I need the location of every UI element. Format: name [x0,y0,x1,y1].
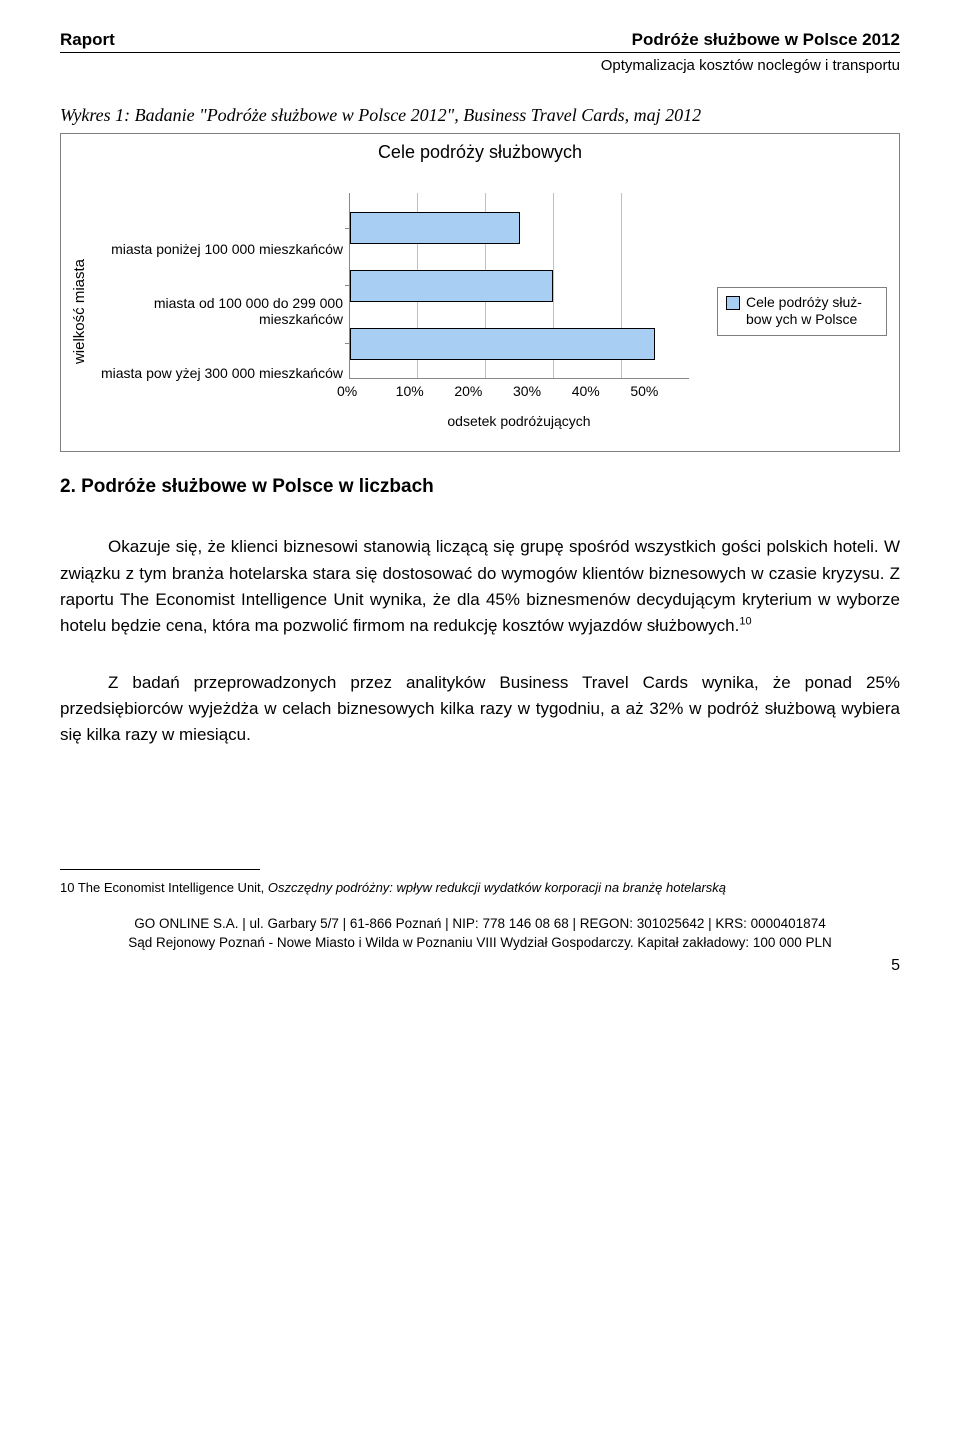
chart-bar [350,328,655,360]
page-number: 5 [60,957,900,975]
chart-x-tick: 10% [396,383,455,399]
chart-bars [350,193,689,378]
footnote-number: 10 [60,880,74,895]
footnote: 10 The Economist Intelligence Unit, Oszc… [60,880,900,895]
footer-line: Sąd Rejonowy Poznań - Nowe Miasto i Wild… [60,934,900,953]
chart-bar-row [350,315,689,373]
chart-container: Cele podróży służbowych wielkość miasta … [60,133,900,452]
chart-bar-row [350,199,689,257]
chart-category-label: miasta poniżej 100 000 mieszkańców [94,218,343,280]
footnote-title: Oszczędny podróżny: wpływ redukcji wydat… [268,880,726,895]
chart-x-tick: 40% [572,383,631,399]
chart-x-axis-label: odsetek podróżujących [349,413,689,429]
header-right: Podróże służbowe w Polsce 2012 [632,30,900,50]
chart-x-tick: 0% [337,383,396,399]
header-subtitle: Optymalizacja kosztów noclegów i transpo… [60,57,900,74]
chart-title: Cele podróży służbowych [71,142,889,163]
page-header: Raport Podróże służbowe w Polsce 2012 [60,30,900,53]
header-left: Raport [60,30,115,50]
chart-plot-area [349,193,689,379]
chart-legend: Cele podróży służ-bow ych w Polsce [717,287,887,336]
chart-bar [350,212,520,244]
body-paragraph: Okazuje się, że klienci biznesowi stanow… [60,534,900,639]
chart-category-labels: miasta poniżej 100 000 mieszkańców miast… [94,218,349,404]
legend-swatch [726,296,740,310]
chart-bar [350,270,553,302]
chart-caption: Wykres 1: Badanie "Podróże służbowe w Po… [60,104,900,127]
chart-category-label: miasta pow yżej 300 000 mieszkańców [94,342,343,404]
page-footer: GO ONLINE S.A. | ul. Garbary 5/7 | 61-86… [60,915,900,953]
chart-category-label: miasta od 100 000 do 299 000 mieszkańców [94,280,343,342]
chart-y-axis-label: wielkość miasta [71,259,88,364]
footer-line: GO ONLINE S.A. | ul. Garbary 5/7 | 61-86… [60,915,900,934]
legend-label: Cele podróży służ-bow ych w Polsce [746,294,878,329]
footnote-ref: 10 [739,616,751,628]
chart-x-tick: 30% [513,383,572,399]
section-heading: 2. Podróże służbowe w Polsce w liczbach [60,476,900,498]
footnote-separator [60,869,260,870]
chart-x-tick: 50% [630,383,689,399]
chart-x-ticks: 0% 10% 20% 30% 40% 50% [337,383,689,399]
paragraph-text: Okazuje się, że klienci biznesowi stanow… [60,537,900,635]
chart-x-tick: 20% [454,383,513,399]
chart-plot: 0% 10% 20% 30% 40% 50% odsetek podróżują… [349,193,689,429]
chart-bar-row [350,257,689,315]
body-paragraph: Z badań przeprowadzonych przez analitykó… [60,670,900,749]
footnote-source: The Economist Intelligence Unit, [78,880,268,895]
